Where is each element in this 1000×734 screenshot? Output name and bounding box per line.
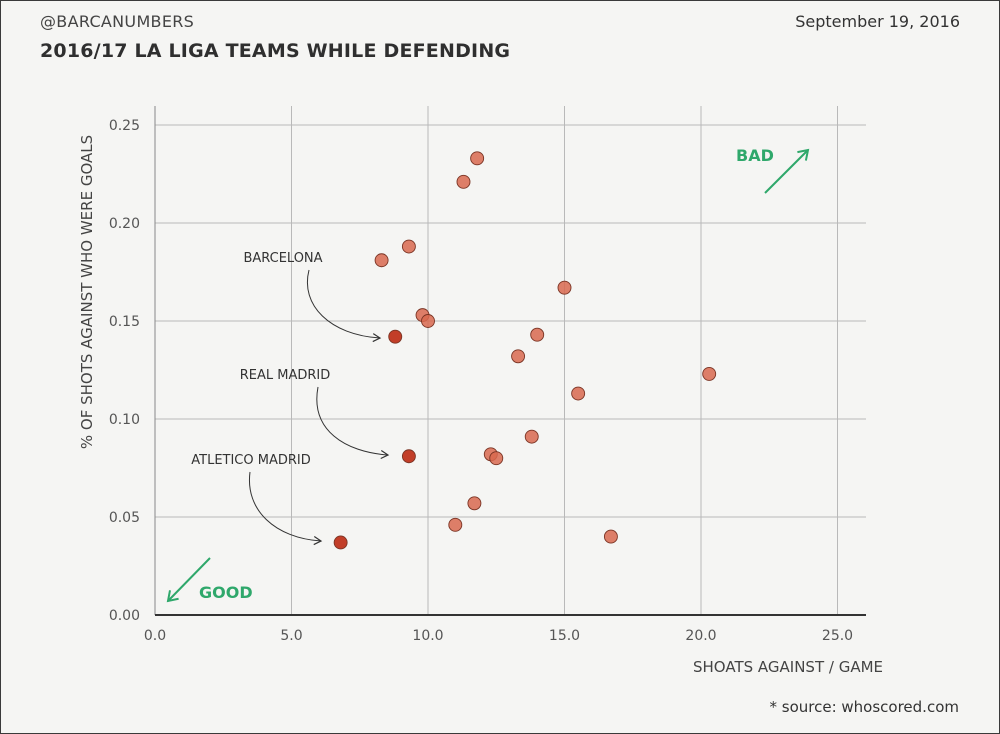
y-tick-label: 0.05 xyxy=(109,510,140,526)
y-tick-label: 0.25 xyxy=(109,118,140,134)
data-points xyxy=(333,151,717,550)
bad-label: BAD xyxy=(736,146,774,165)
data-point xyxy=(702,366,717,381)
data-point xyxy=(401,239,416,254)
bad-arrow-icon xyxy=(764,148,810,194)
data-point-barcelona xyxy=(388,329,403,344)
x-tick-label: 20.0 xyxy=(685,628,716,644)
data-point xyxy=(524,429,539,444)
x-tick-label: 25.0 xyxy=(822,628,853,644)
data-point-real-madrid xyxy=(401,449,416,464)
axes: 0.0 5.0 10.0 15.0 20.0 25.0 0.00 0.05 0.10 0.15 0.… xyxy=(78,106,883,676)
annotation-arrow xyxy=(248,471,323,546)
good-arrow-icon xyxy=(166,557,211,603)
author-handle: @BARCANUMBERS xyxy=(40,12,195,31)
grid-lines xyxy=(155,106,866,615)
x-tick-label: 0.0 xyxy=(144,628,166,644)
data-point xyxy=(489,451,504,466)
y-tick-label: 0.20 xyxy=(109,216,140,232)
annotation-label: ATLETICO MADRID xyxy=(191,453,311,468)
y-tick-label: 0.00 xyxy=(109,608,140,624)
data-point xyxy=(470,151,485,166)
x-tick-label: 15.0 xyxy=(549,628,580,644)
data-point xyxy=(456,174,471,189)
data-point-atletico-madrid xyxy=(333,535,348,550)
annotations: BARCELONA REAL MADRID ATLETICO MADRID BAD GO… xyxy=(166,146,810,603)
source-note: * source: whoscored.com xyxy=(769,698,960,716)
annotation-label: BARCELONA xyxy=(243,251,322,266)
x-tick-label: 5.0 xyxy=(280,628,302,644)
annotation-label: REAL MADRID xyxy=(240,368,331,383)
data-point xyxy=(511,349,526,364)
data-point xyxy=(571,386,586,401)
data-point xyxy=(421,314,435,328)
y-tick-label: 0.10 xyxy=(109,412,140,428)
data-point xyxy=(374,253,389,268)
data-point xyxy=(448,517,463,532)
annotation-arrow xyxy=(307,269,382,343)
y-tick-label: 0.15 xyxy=(109,314,140,330)
x-axis-label: SHOATS AGAINST / GAME xyxy=(693,658,883,676)
x-tick-label: 10.0 xyxy=(412,628,443,644)
publish-date: September 19, 2016 xyxy=(795,12,960,31)
data-point xyxy=(467,496,482,511)
data-point xyxy=(603,529,618,544)
data-point xyxy=(557,280,572,295)
data-point xyxy=(530,327,545,342)
chart-title: 2016/17 LA LIGA TEAMS WHILE DEFENDING xyxy=(40,40,511,62)
y-axis-label: % OF SHOTS AGAINST WHO WERE GOALS xyxy=(78,135,96,449)
annotation-arrow xyxy=(316,386,390,460)
good-label: GOOD xyxy=(199,583,253,602)
